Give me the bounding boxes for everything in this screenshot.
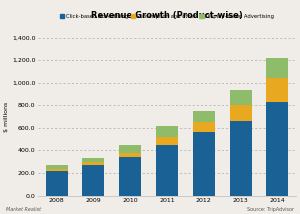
Bar	[46, 165, 68, 169]
Bar	[119, 145, 141, 153]
Text: Source: TripAdvisor: Source: TripAdvisor	[247, 207, 294, 212]
Bar	[230, 105, 252, 121]
Bar	[82, 162, 104, 165]
Bar	[193, 122, 215, 132]
Bar	[156, 126, 178, 137]
Bar	[193, 111, 215, 122]
Bar	[230, 89, 252, 105]
Bar	[230, 121, 252, 196]
Bar	[266, 58, 289, 78]
Bar	[193, 132, 215, 196]
Bar	[46, 169, 68, 171]
Bar	[46, 171, 68, 196]
Text: Market Realist: Market Realist	[6, 207, 41, 212]
Bar	[156, 137, 178, 145]
Bar	[266, 78, 289, 102]
Bar	[266, 102, 289, 196]
Bar	[82, 165, 104, 196]
Bar	[82, 158, 104, 162]
Bar	[119, 153, 141, 157]
Legend: Click-based Advertising, Subscription and other, Display-based Advertising: Click-based Advertising, Subscription an…	[58, 12, 276, 21]
Title: Revenue Growth (Product-wise): Revenue Growth (Product-wise)	[91, 11, 243, 20]
Bar	[119, 157, 141, 196]
Bar	[156, 145, 178, 196]
Y-axis label: $ millions: $ millions	[4, 101, 9, 132]
